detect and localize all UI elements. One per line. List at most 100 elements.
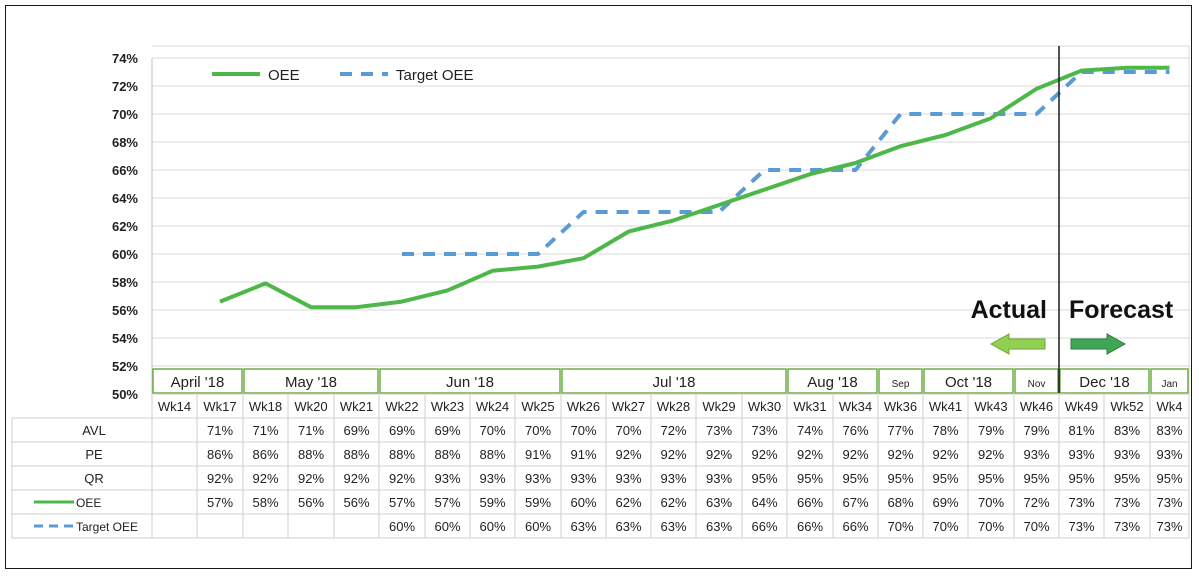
table-cell: 93% [434, 471, 460, 486]
y-tick-label: 50% [112, 387, 138, 402]
month-cell [561, 368, 787, 394]
y-tick-label: 56% [112, 303, 138, 318]
table-cell: 92% [978, 447, 1004, 462]
table-cell: 92% [298, 471, 324, 486]
x-tick-label: Wk43 [974, 399, 1007, 414]
y-tick-label: 70% [112, 107, 138, 122]
table-cell: 73% [1156, 495, 1182, 510]
table-cell: 70% [932, 519, 958, 534]
table-row-label: PE [85, 447, 103, 462]
table-cell: 59% [525, 495, 551, 510]
y-tick-label: 64% [112, 191, 138, 206]
x-tick-label: Wk41 [929, 399, 962, 414]
y-tick-label: 62% [112, 219, 138, 234]
table-cell: 70% [615, 423, 641, 438]
x-tick-label: Wk17 [203, 399, 236, 414]
y-tick-label: 58% [112, 275, 138, 290]
forecast-label: Forecast [1069, 296, 1174, 324]
month-label: Dec '18 [1079, 374, 1129, 391]
forecast-arrow-icon [1070, 333, 1127, 355]
table-cell: 71% [252, 423, 278, 438]
table-cell: 63% [660, 519, 686, 534]
table-cell: 77% [887, 423, 913, 438]
table-cell: 92% [615, 447, 641, 462]
month-label: Jul '18 [653, 374, 696, 391]
table-cell: 95% [797, 471, 823, 486]
table-cell: 95% [1114, 471, 1140, 486]
legend: OEE Target OEE [212, 67, 474, 84]
table-cell: 64% [751, 495, 777, 510]
x-tick-label: Wk4 [1157, 399, 1183, 414]
table-cell: 60% [389, 519, 415, 534]
y-tick-label: 72% [112, 79, 138, 94]
table-cell: 63% [706, 519, 732, 534]
table-cell: 69% [389, 423, 415, 438]
table-cell: 63% [570, 519, 596, 534]
x-tick-label: Wk18 [249, 399, 282, 414]
table-cell: 69% [434, 423, 460, 438]
table-cell: 95% [978, 471, 1004, 486]
table-cell: 88% [389, 447, 415, 462]
x-tick-label: Wk20 [294, 399, 327, 414]
y-axis-labels: 50% 52% 54% 56% 58% 60% 62% 64% 66% 68% 70% 72% 74% [112, 51, 138, 402]
table-cell: 66% [797, 519, 823, 534]
month-label: Aug '18 [807, 374, 857, 391]
table-cell: 69% [343, 423, 369, 438]
table-cell: 70% [479, 423, 505, 438]
table-cell: 91% [570, 447, 596, 462]
table-cell: 66% [842, 519, 868, 534]
table-cell: 62% [615, 495, 641, 510]
table-cell: 91% [525, 447, 551, 462]
x-tick-label: Wk31 [793, 399, 826, 414]
table-cell: 95% [1156, 471, 1182, 486]
table-cell: 92% [842, 447, 868, 462]
month-cell [923, 368, 1014, 394]
table-cell: 92% [706, 447, 732, 462]
table-cell: 78% [932, 423, 958, 438]
table-cell: 63% [615, 519, 641, 534]
table-cell: 95% [1068, 471, 1094, 486]
table-cell: 74% [797, 423, 823, 438]
month-cell [379, 368, 561, 394]
table-cell: 92% [932, 447, 958, 462]
x-tick-label: Wk46 [1020, 399, 1053, 414]
table-cell: 59% [479, 495, 505, 510]
table-cell: 79% [1023, 423, 1049, 438]
x-tick-label: Wk49 [1065, 399, 1098, 414]
y-tick-label: 52% [112, 359, 138, 374]
table-cell: 92% [252, 471, 278, 486]
oee-series-line [219, 65, 1170, 310]
month-cell [1014, 368, 1059, 394]
month-cell [878, 368, 923, 394]
table-cell: 70% [525, 423, 551, 438]
x-tick-label: Wk26 [567, 399, 600, 414]
table-cell: 71% [298, 423, 324, 438]
table-cell: 88% [434, 447, 460, 462]
month-cell [1150, 368, 1189, 394]
table-cell: 73% [1068, 519, 1094, 534]
x-tick-label: Wk36 [884, 399, 917, 414]
table-cell: 93% [615, 471, 641, 486]
table-cell: 93% [1023, 447, 1049, 462]
table-cell: 73% [751, 423, 777, 438]
y-tick-label: 60% [112, 247, 138, 262]
table-cell: 73% [1068, 495, 1094, 510]
table-cell: 81% [1068, 423, 1094, 438]
table-cell: 57% [434, 495, 460, 510]
month-label: Jun '18 [446, 374, 494, 391]
table-cell: 60% [434, 519, 460, 534]
table-cell: 93% [525, 471, 551, 486]
table-cell: 62% [660, 495, 686, 510]
chart-frame: 50% 52% 54% 56% 58% 60% 62% 64% 66% 68% 70% 72% 74% … [5, 5, 1192, 569]
table-cell: 93% [1068, 447, 1094, 462]
table-cell: 92% [887, 447, 913, 462]
table-cell: 93% [1156, 447, 1182, 462]
month-label: April '18 [171, 374, 225, 391]
table-cell: 73% [1156, 519, 1182, 534]
table-cell: 66% [751, 519, 777, 534]
table-cell: 95% [1023, 471, 1049, 486]
table-cell: 73% [1114, 519, 1140, 534]
table-row-label: OEE [76, 496, 101, 510]
month-label: Oct '18 [945, 374, 992, 391]
table-cell: 88% [343, 447, 369, 462]
